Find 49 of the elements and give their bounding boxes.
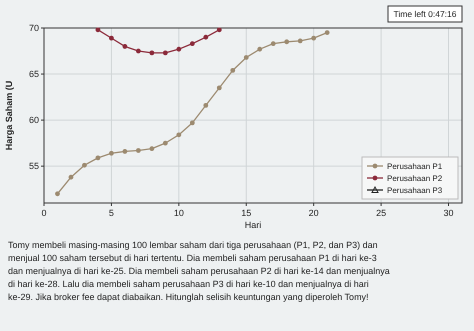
text: Time left 0:47:16 (394, 9, 457, 19)
point (109, 150, 114, 156)
point (257, 46, 262, 52)
point (203, 102, 208, 108)
x-tick-label: 0 (41, 208, 47, 218)
point (149, 50, 154, 56)
x-tick-label: 5 (108, 208, 114, 218)
text: Tomy membeli masing-masing 100 lembar saham dari tiga perusahaan (P1, P2, dan P3) dan menjual 100 saham tersebut di hari tertentu. Dia membeli saham perusahaan P1 di hari ke-3 dan menjualnya di hari ke-25. Dia membeli saham perusahaan P2 di hari ke-14 dan menjualnya di hari ke-28. Lalu dia membeli saham perusahaan P3 di hari ke-10 dan menjualnya di hari ke-29. Jika broker fee dapat diabaikan. Hitunglah selisih keuntungan yang diperoleh Tomy! (8, 240, 390, 302)
point (298, 38, 303, 44)
point (68, 174, 74, 180)
legend-label: Perusahaan P2 (387, 174, 443, 183)
y-tick-label: 55 (28, 161, 39, 172)
point (162, 50, 168, 56)
point (324, 30, 330, 36)
x-tick-label: 25 (376, 208, 386, 218)
point (96, 155, 100, 160)
point (122, 149, 128, 154)
point (162, 140, 168, 146)
y-tick-label: 60 (28, 115, 39, 126)
point (270, 41, 276, 46)
x-axis-title: Hari (244, 220, 262, 230)
point (176, 46, 182, 52)
x-tick-label: 15 (241, 208, 252, 218)
point (216, 85, 222, 90)
y-axis-title: Harga Saham (U (4, 80, 14, 150)
x-tick-label: 10 (174, 208, 184, 218)
x-tick-label: 30 (444, 208, 454, 218)
point (216, 27, 222, 32)
point (311, 36, 316, 41)
point (284, 39, 290, 44)
y-tick-label: 65 (28, 69, 39, 80)
point (136, 148, 141, 153)
legend-label: Perusahaan P1 (387, 162, 443, 171)
point (122, 44, 128, 49)
point (244, 55, 249, 60)
point (190, 41, 195, 46)
point (109, 36, 114, 41)
y-tick-label: 70 (28, 23, 39, 33)
point (55, 191, 60, 196)
point (230, 68, 236, 73)
point (176, 132, 182, 138)
point (136, 48, 141, 54)
point (190, 120, 195, 126)
legend-label: Perusahaan P3 (387, 186, 443, 195)
point (82, 162, 87, 168)
point (96, 27, 100, 32)
x-tick-label: 20 (308, 208, 319, 218)
point (203, 34, 208, 40)
point (149, 146, 154, 152)
